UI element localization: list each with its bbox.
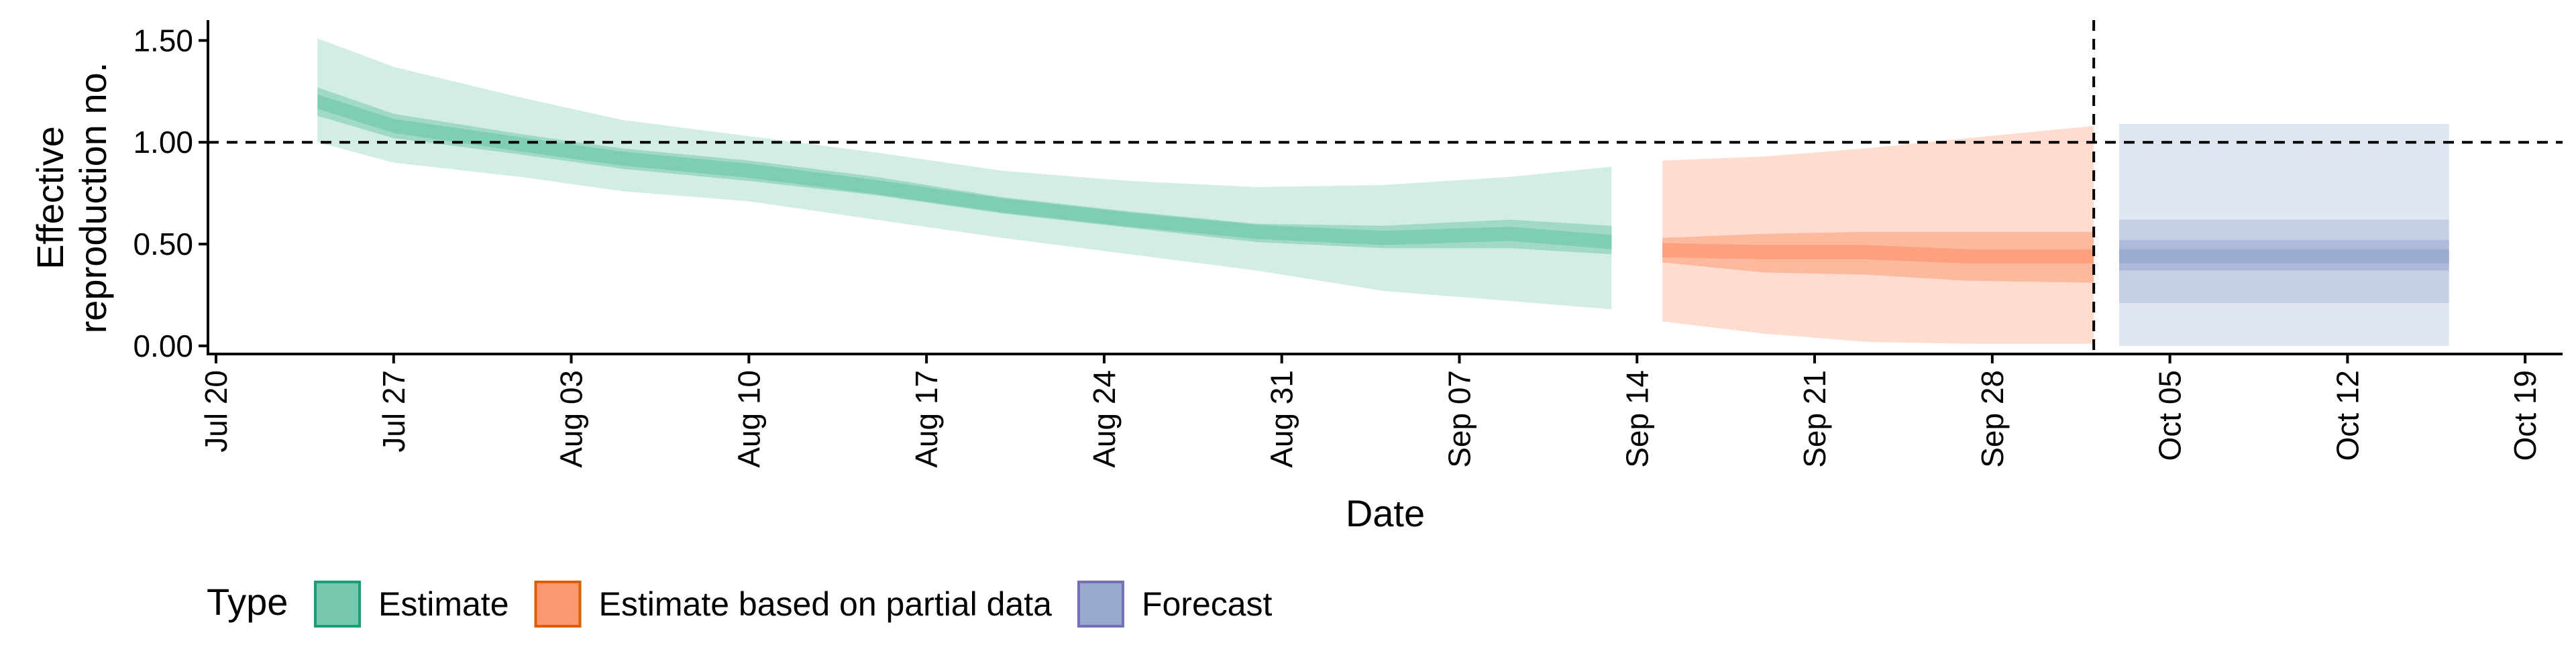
legend-swatch	[314, 581, 361, 628]
y-tick-label: 0.00	[133, 329, 193, 363]
x-tick-label: Sep 28	[1975, 370, 2010, 468]
x-tick-label: Oct 19	[2508, 370, 2542, 461]
x-tick-label: Sep 07	[1442, 370, 1477, 468]
median-band-series-1	[1662, 243, 2094, 263]
median-band-series-2	[2119, 249, 2449, 263]
median-band-series-0	[317, 94, 1612, 249]
x-axis-title: Date	[1346, 492, 1425, 534]
y-axis-title-line-1: Effective	[29, 126, 71, 270]
legend-label: Forecast	[1142, 585, 1273, 623]
x-tick-label: Oct 12	[2330, 370, 2365, 461]
x-tick-label: Jul 27	[376, 370, 411, 453]
band-95-series-2	[2119, 123, 2449, 346]
x-tick-label: Sep 14	[1619, 370, 1654, 468]
y-tick-label: 1.50	[133, 23, 193, 58]
x-tick-label: Aug 03	[554, 370, 589, 468]
x-tick-label: Aug 31	[1265, 370, 1299, 468]
x-tick-label: Sep 21	[1797, 370, 1832, 468]
legend-swatch	[534, 581, 582, 628]
band-90-series-0	[317, 38, 1612, 310]
x-tick-label: Oct 05	[2153, 370, 2188, 461]
legend-title: Type	[207, 581, 288, 623]
reference-lines	[208, 20, 2563, 354]
legend: Type Estimate Estimate based on partial d…	[207, 581, 1273, 628]
legend-swatch	[1077, 581, 1124, 628]
y-axis-title: Effective reproduction no.	[29, 62, 114, 334]
x-tick-label: Aug 17	[909, 370, 944, 468]
uncertainty-bands	[317, 38, 2449, 346]
y-axis-title-line-2: reproduction no.	[72, 62, 114, 334]
legend-label: Estimate based on partial data	[599, 585, 1053, 623]
band-90-series-1	[1662, 125, 2094, 344]
y-ticks: 0.00 0.50 1.00 1.50	[133, 23, 208, 363]
legend-label: Estimate	[378, 585, 509, 623]
x-tick-label: Jul 20	[199, 370, 233, 453]
x-tick-label: Aug 24	[1087, 370, 1122, 468]
y-tick-label: 0.50	[133, 227, 193, 261]
y-tick-label: 1.00	[133, 125, 193, 160]
x-tick-label: Aug 10	[731, 370, 766, 468]
x-ticks: Jul 20 Jul 27 Aug 03 Aug 10 Aug 17 Aug 24 Aug …	[199, 354, 2542, 468]
